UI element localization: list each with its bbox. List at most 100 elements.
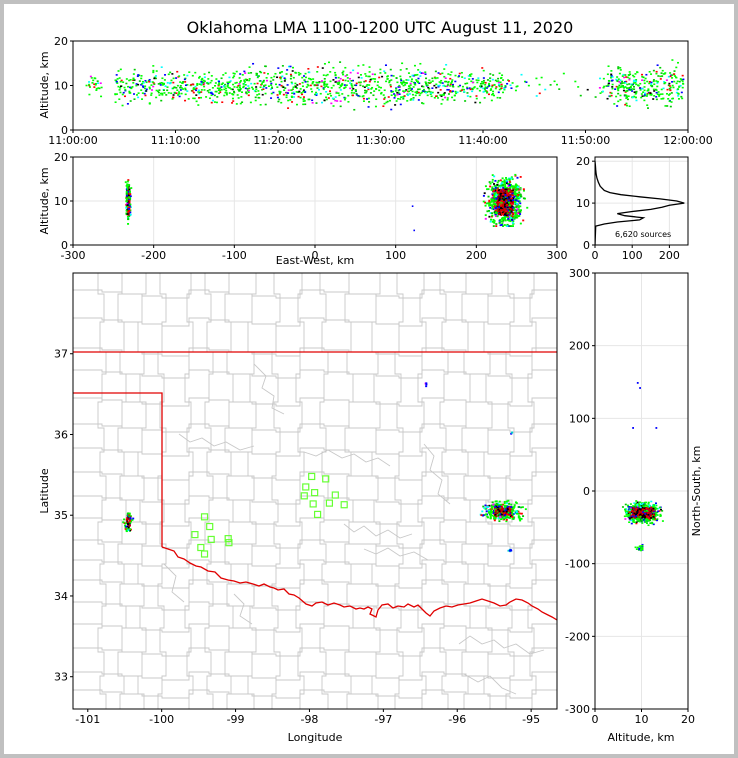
alt-ns-point bbox=[643, 504, 646, 506]
time-height-point bbox=[308, 98, 311, 101]
time-height-point bbox=[176, 70, 179, 73]
time-height-point bbox=[492, 74, 495, 76]
ew-height-point bbox=[500, 183, 503, 186]
time-height-point bbox=[207, 78, 210, 80]
alt-ns-point bbox=[643, 516, 646, 519]
time-height-point bbox=[157, 83, 160, 85]
time-height-point bbox=[338, 80, 341, 82]
plan-view-point bbox=[129, 520, 132, 523]
time-height-point bbox=[403, 91, 406, 93]
plan-view-point bbox=[517, 510, 520, 513]
time-height-point bbox=[291, 66, 294, 69]
time-height-point bbox=[197, 89, 200, 92]
ew-height-point bbox=[499, 179, 502, 182]
time-height-point bbox=[347, 101, 350, 103]
time-height-point bbox=[210, 101, 213, 104]
time-height-point bbox=[382, 105, 385, 108]
time-height-point bbox=[616, 80, 619, 82]
ew-height-point bbox=[504, 196, 507, 199]
time-height-point bbox=[664, 81, 667, 84]
ew-height-point bbox=[513, 195, 516, 198]
plan-view-point bbox=[493, 516, 496, 519]
time-height-point bbox=[298, 83, 301, 85]
time-height-point bbox=[295, 87, 298, 89]
time-height-point bbox=[367, 97, 370, 100]
ew-height-point bbox=[498, 199, 501, 202]
ew-height-point bbox=[510, 208, 513, 211]
alt-ns-point bbox=[644, 511, 647, 514]
time-height-point bbox=[93, 83, 96, 86]
ew-height-point bbox=[507, 193, 510, 196]
time-height-point bbox=[447, 93, 450, 95]
time-height-point bbox=[243, 81, 246, 83]
time-height-point bbox=[310, 88, 313, 90]
time-height-point bbox=[344, 79, 347, 82]
plan-view-point bbox=[484, 504, 487, 507]
ew-height-point bbox=[507, 225, 510, 227]
time-height-point bbox=[478, 89, 481, 92]
time-height-point bbox=[306, 83, 309, 86]
altitude-histogram-axes-frame bbox=[594, 156, 689, 246]
alt-ns-point bbox=[648, 520, 651, 522]
time-height-point bbox=[601, 90, 604, 93]
alt-ns-point bbox=[640, 516, 643, 519]
plan-view-point bbox=[508, 549, 511, 552]
time-height-point bbox=[482, 79, 485, 82]
time-height-point bbox=[382, 94, 385, 96]
lma-station-marker bbox=[191, 530, 199, 539]
ew-height-point bbox=[510, 215, 513, 217]
ew-height-point bbox=[511, 185, 514, 188]
alt-ns-point bbox=[645, 517, 648, 519]
time-height-point bbox=[641, 79, 644, 81]
time-height-point bbox=[195, 94, 198, 96]
time-height-point bbox=[645, 73, 648, 76]
ew-height-point bbox=[125, 198, 128, 201]
time-height-point bbox=[639, 89, 642, 91]
alt-ns-point bbox=[638, 504, 640, 507]
time-height-point bbox=[407, 72, 410, 74]
time-height-point bbox=[549, 84, 552, 86]
plan-view-point bbox=[495, 515, 498, 518]
county-line bbox=[73, 579, 557, 589]
ew-height-point bbox=[501, 208, 504, 210]
time-height-point bbox=[163, 92, 166, 94]
time-height-point bbox=[629, 73, 632, 76]
time-height-point bbox=[192, 88, 195, 90]
time-height-point bbox=[473, 86, 476, 88]
county-line bbox=[483, 273, 493, 709]
time-height-point bbox=[630, 83, 633, 86]
time-height-point bbox=[488, 83, 491, 86]
county-line bbox=[73, 317, 557, 327]
ew-height-point bbox=[504, 188, 507, 191]
time-height-point bbox=[137, 92, 140, 94]
time-height-point bbox=[502, 79, 505, 81]
time-height-point bbox=[405, 68, 408, 70]
time-height-point bbox=[298, 74, 301, 76]
plan-view-point bbox=[512, 513, 515, 515]
time-height-point bbox=[402, 96, 405, 98]
time-height-point bbox=[356, 72, 359, 74]
time-height-point bbox=[203, 73, 206, 75]
alt-ns-point bbox=[650, 517, 653, 519]
ew-height-point bbox=[508, 207, 511, 210]
time-height-point bbox=[205, 96, 208, 98]
plan-view-point bbox=[505, 520, 508, 523]
time-height-point bbox=[626, 83, 629, 86]
alt-ns-point bbox=[638, 518, 641, 521]
time-height-point bbox=[132, 77, 135, 80]
time-height-point bbox=[416, 90, 419, 93]
plan-view-point bbox=[507, 509, 510, 512]
time-height-point bbox=[277, 67, 280, 69]
alt-ns-point bbox=[646, 515, 649, 517]
time-height-point bbox=[307, 77, 310, 80]
plan-view-point bbox=[127, 521, 130, 524]
time-height-point bbox=[421, 102, 424, 104]
time-height-point bbox=[368, 101, 371, 103]
time-height-point bbox=[133, 93, 136, 95]
ew-height-point bbox=[505, 182, 508, 185]
time-height-point bbox=[231, 102, 234, 104]
time-height-point bbox=[675, 82, 678, 85]
time-height-point bbox=[353, 92, 356, 94]
ew-height-point bbox=[506, 196, 509, 199]
alt-ns-point bbox=[629, 508, 632, 511]
